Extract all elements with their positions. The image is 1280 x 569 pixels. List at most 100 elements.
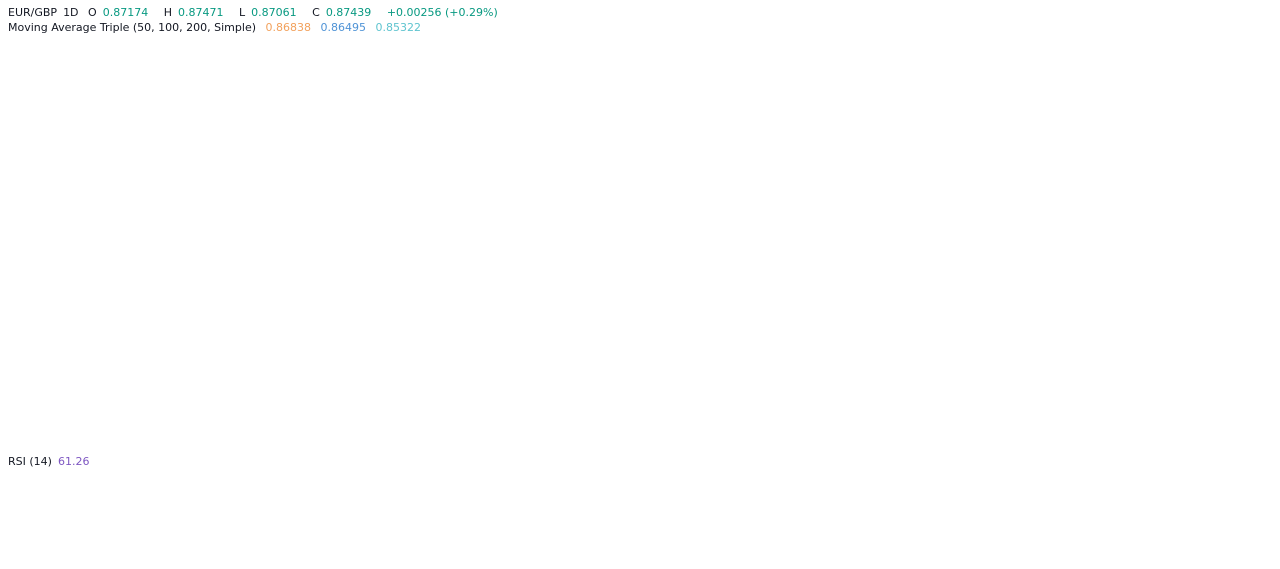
candle-up — [985, 100, 989, 111]
rsi-value: 61.26 — [57, 455, 90, 468]
candle-down — [78, 371, 83, 385]
price-tick-label: 0.86500 — [1181, 112, 1227, 125]
candle-down — [137, 350, 142, 358]
close-label: C — [312, 6, 320, 19]
candle-down — [308, 336, 313, 344]
candle-up — [970, 110, 975, 115]
candle-down — [245, 282, 249, 293]
candle-up — [387, 284, 391, 293]
candle-up — [470, 289, 475, 320]
candle-down — [877, 60, 881, 100]
price-label-tag — [1232, 207, 1278, 223]
candle-up — [299, 333, 303, 340]
low-label: L — [238, 6, 246, 19]
interval-label[interactable]: 1D — [63, 6, 79, 19]
candle-down — [524, 149, 529, 180]
candle-down — [887, 110, 891, 132]
candle-up — [1122, 90, 1126, 96]
price-label-tag — [1232, 45, 1278, 61]
candle-down — [348, 381, 352, 383]
rsi-band-fill — [0, 470, 1230, 538]
candle-down — [29, 326, 34, 337]
candle-down — [833, 138, 837, 146]
time-axis[interactable]: Dec 2025 Feb Mar Apr May Jun Jul Aug Sep Oct Nov — [39, 548, 1208, 561]
ohlc-legend: EUR/GBP 1D O 0.87174 H 0.87471 L 0.87061 C 0.… — [8, 6, 504, 19]
candle-up — [1058, 75, 1063, 87]
ma-legend: Moving Average Triple (50, 100, 200, Sim… — [8, 21, 427, 34]
rsi-tick-label: 40.00 — [1237, 515, 1269, 528]
candle-up — [725, 195, 730, 207]
candle-up — [142, 352, 146, 358]
candle-down — [108, 371, 112, 380]
price-axis[interactable]: 0.88000 0.87500 0.87000 0.86500 0.86000 0.855… — [1179, 9, 1280, 528]
ascending-trendline — [934, 87, 1231, 153]
candle-up — [789, 110, 793, 126]
candle-up — [627, 282, 632, 296]
candle-up — [372, 315, 377, 388]
candle-down — [455, 316, 460, 320]
candle-down — [284, 330, 289, 337]
price-tick-label: 0.87000 — [1181, 78, 1227, 91]
candle-down — [813, 131, 818, 141]
candle-up — [362, 393, 367, 398]
candle-up — [896, 80, 901, 91]
ma-indicator-label[interactable]: Moving Average Triple (50, 100, 200, Sim… — [8, 21, 256, 34]
candle-down — [343, 374, 347, 382]
candle-up — [1039, 119, 1043, 125]
candle-down — [1132, 84, 1136, 94]
candle-up — [857, 105, 862, 118]
candle-down — [651, 292, 656, 296]
candle-up — [1112, 83, 1117, 91]
candle-down — [235, 268, 240, 285]
candle-up — [529, 158, 534, 180]
candle-down — [10, 312, 14, 331]
candle-down — [441, 316, 445, 320]
candle-down — [647, 290, 651, 293]
price-tick-label: 0.82500 — [1181, 386, 1227, 399]
candle-down — [157, 357, 161, 365]
candle-down — [1097, 69, 1102, 81]
price-tick-label: 0.85000 — [1181, 215, 1227, 228]
candle-down — [460, 319, 465, 327]
price-tick-label: 0.84500 — [1237, 249, 1280, 262]
candle-down — [1024, 115, 1028, 125]
candle-up — [377, 302, 382, 316]
candle-down — [906, 69, 911, 100]
candle-up — [700, 261, 705, 266]
price-label-tag — [1232, 87, 1278, 103]
time-tick-label: Nov — [1186, 548, 1208, 561]
candle-down — [931, 125, 935, 140]
candle-up — [500, 110, 504, 166]
candle-down — [294, 326, 298, 340]
high-value: 0.87471 — [177, 6, 224, 19]
price-tick-label: 0.82000 — [1237, 420, 1280, 433]
price-label-text: 0.87386 — [1232, 63, 1278, 76]
candle-down — [220, 254, 225, 259]
candle-up — [862, 97, 867, 106]
candle-down — [828, 130, 832, 139]
drawings[interactable] — [0, 52, 1231, 386]
candle-up — [945, 117, 950, 126]
candle-up — [485, 175, 489, 231]
candle-up — [431, 306, 436, 311]
rsi-bands — [0, 469, 1230, 539]
candle-up — [1029, 119, 1033, 125]
symbol-label[interactable]: EUR/GBP — [8, 6, 58, 19]
candle-up — [901, 69, 906, 81]
rsi-label[interactable]: RSI (14) — [8, 455, 52, 468]
candle-up — [1083, 60, 1087, 67]
ma50-line — [1, 94, 1184, 351]
candle-down — [495, 152, 499, 166]
candle-down — [98, 350, 102, 365]
time-tick-label: Apr — [455, 548, 475, 561]
candle-up — [583, 213, 587, 223]
time-tick-label: Aug — [879, 548, 900, 561]
price-label-tag — [1232, 190, 1278, 206]
candle-down — [882, 99, 886, 111]
price-label-tag — [1232, 377, 1278, 393]
candle-down — [759, 199, 764, 204]
ma100-line — [1, 117, 1184, 339]
candle-down — [740, 180, 744, 187]
candle-up — [686, 269, 690, 276]
